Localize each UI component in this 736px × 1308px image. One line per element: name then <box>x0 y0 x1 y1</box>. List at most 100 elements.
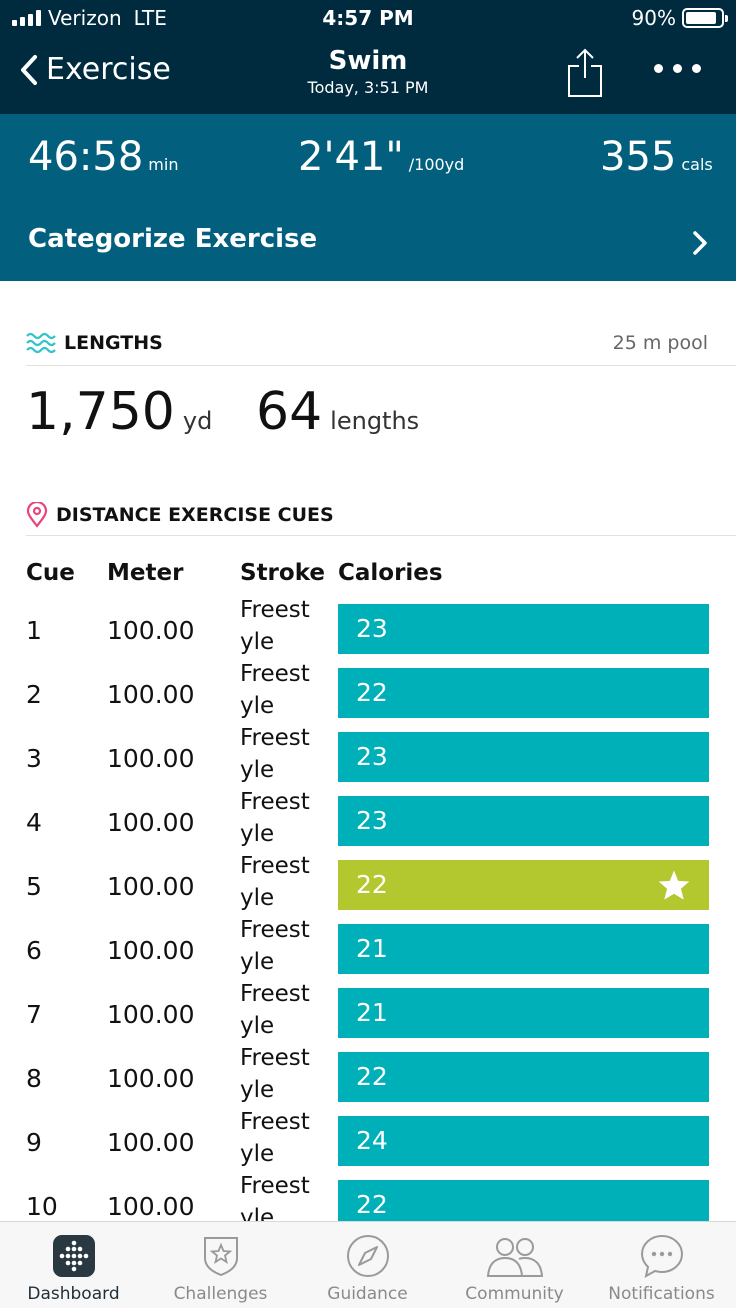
notifications-icon <box>640 1234 684 1278</box>
exercise-summary: 46:58 min 2'41" /100yd 355 cals Categori… <box>0 114 736 281</box>
carrier: Verizon <box>48 6 122 30</box>
tab-label: Community <box>465 1284 564 1304</box>
cues-title: DISTANCE EXERCISE CUES <box>56 503 334 526</box>
calories-bar: 22 <box>338 1052 709 1102</box>
pace-metric: 2'41" /100yd <box>298 134 464 180</box>
cue-stroke: Freestyle <box>240 1045 310 1103</box>
cue-meter: 100.00 <box>107 680 195 709</box>
page-subtitle: Today, 3:51 PM <box>307 78 429 97</box>
duration-value: 46:58 <box>28 134 144 180</box>
chevron-right-icon[interactable] <box>692 230 708 256</box>
chevron-left-icon <box>21 54 37 85</box>
cue-calories: 21 <box>356 934 388 963</box>
guidance-icon <box>347 1235 389 1277</box>
cue-calories: 23 <box>356 742 388 771</box>
waves-icon <box>26 332 56 353</box>
cue-calories: 24 <box>356 1126 388 1155</box>
back-label: Exercise <box>46 52 171 87</box>
col-meter-header: Meter <box>107 560 184 586</box>
lengths-unit: lengths <box>330 407 420 435</box>
cue-stroke: Freestyle <box>240 597 310 655</box>
cue-stroke: Freestyle <box>240 1109 310 1167</box>
cue-meter: 100.00 <box>107 1064 195 1093</box>
cue-number: 10 <box>26 1192 58 1221</box>
battery-icon <box>682 8 728 28</box>
categorize-exercise-link[interactable]: Categorize Exercise <box>28 224 318 254</box>
cue-number: 8 <box>26 1064 42 1093</box>
table-row: 3 100.00 Freestyle 23 <box>0 725 736 796</box>
cue-stroke: Freestyle <box>240 789 310 847</box>
calories-bar: 22 <box>338 668 709 718</box>
cue-meter: 100.00 <box>107 744 195 773</box>
calories-bar: 21 <box>338 988 709 1038</box>
community-icon <box>486 1238 544 1277</box>
battery-percent: 90% <box>631 6 676 30</box>
cue-number: 2 <box>26 680 42 709</box>
distance-value: 1,750 <box>26 382 175 442</box>
cue-meter: 100.00 <box>107 616 195 645</box>
tab-guidance[interactable]: Guidance <box>294 1222 441 1308</box>
duration-metric: 46:58 min <box>28 134 178 180</box>
pace-unit: /100yd <box>408 155 465 174</box>
tab-label: Guidance <box>327 1284 408 1304</box>
col-stroke-header: Stroke <box>240 560 325 586</box>
tab-challenges[interactable]: Challenges <box>147 1222 294 1308</box>
table-row: 7 100.00 Freestyle 21 <box>0 981 736 1052</box>
cue-stroke: Freestyle <box>240 725 310 783</box>
cue-number: 3 <box>26 744 42 773</box>
tab-community[interactable]: Community <box>441 1222 588 1308</box>
cue-number: 7 <box>26 1000 42 1029</box>
cue-calories: 21 <box>356 998 388 1027</box>
cue-calories: 23 <box>356 806 388 835</box>
more-button[interactable] <box>654 64 701 73</box>
status-bar: Verizon LTE 4:57 PM 90% <box>0 0 736 38</box>
duration-unit: min <box>148 155 179 174</box>
lengths-value: 64 <box>256 382 323 442</box>
network: LTE <box>133 6 167 30</box>
calories-bar: 24 <box>338 1116 709 1166</box>
cues-header: DISTANCE EXERCISE CUES <box>26 494 736 536</box>
cue-number: 4 <box>26 808 42 837</box>
cue-stroke: Freestyle <box>240 661 310 719</box>
cue-meter: 100.00 <box>107 808 195 837</box>
calories-unit: cals <box>681 155 713 174</box>
page-title: Swim <box>328 46 408 76</box>
cue-meter: 100.00 <box>107 1000 195 1029</box>
pace-value: 2'41" <box>298 134 404 180</box>
nav-bar: Exercise Swim Today, 3:51 PM <box>0 38 736 114</box>
cue-calories: 23 <box>356 614 388 643</box>
cue-stroke: Freestyle <box>240 853 310 911</box>
cue-number: 1 <box>26 616 42 645</box>
lengths-stat: 64 lengths <box>256 382 419 442</box>
tab-label: Challenges <box>173 1284 268 1304</box>
tab-dashboard[interactable]: Dashboard <box>0 1222 147 1308</box>
more-icon <box>654 64 663 73</box>
table-row: 9 100.00 Freestyle 24 <box>0 1109 736 1180</box>
table-row: 1 100.00 Freestyle 23 <box>0 597 736 668</box>
location-pin-icon <box>26 501 48 528</box>
calories-bar: 23 <box>338 796 709 846</box>
table-row: 2 100.00 Freestyle 22 <box>0 661 736 732</box>
calories-bar-best: 22 <box>338 860 709 910</box>
lengths-title: LENGTHS <box>64 331 163 354</box>
cue-meter: 100.00 <box>107 936 195 965</box>
share-button[interactable] <box>566 48 604 102</box>
distance-stat: 1,750 yd <box>26 382 212 442</box>
col-calories-header: Calories <box>338 560 443 586</box>
share-icon <box>568 48 602 97</box>
cue-number: 5 <box>26 872 42 901</box>
clock: 4:57 PM <box>322 6 414 30</box>
pool-length: 25 m pool <box>612 331 708 354</box>
table-row: 4 100.00 Freestyle 23 <box>0 789 736 860</box>
back-button[interactable]: Exercise <box>20 52 171 87</box>
challenges-icon <box>204 1237 238 1277</box>
tab-notifications[interactable]: Notifications <box>588 1222 735 1308</box>
lengths-header: LENGTHS 25 m pool <box>26 320 736 366</box>
calories-bar: 23 <box>338 732 709 782</box>
cue-calories: 22 <box>356 1190 388 1219</box>
cue-stroke: Freestyle <box>240 981 310 1039</box>
calories-bar: 23 <box>338 604 709 654</box>
cue-meter: 100.00 <box>107 1192 195 1221</box>
col-cue-header: Cue <box>26 560 75 586</box>
cue-number: 9 <box>26 1128 42 1157</box>
